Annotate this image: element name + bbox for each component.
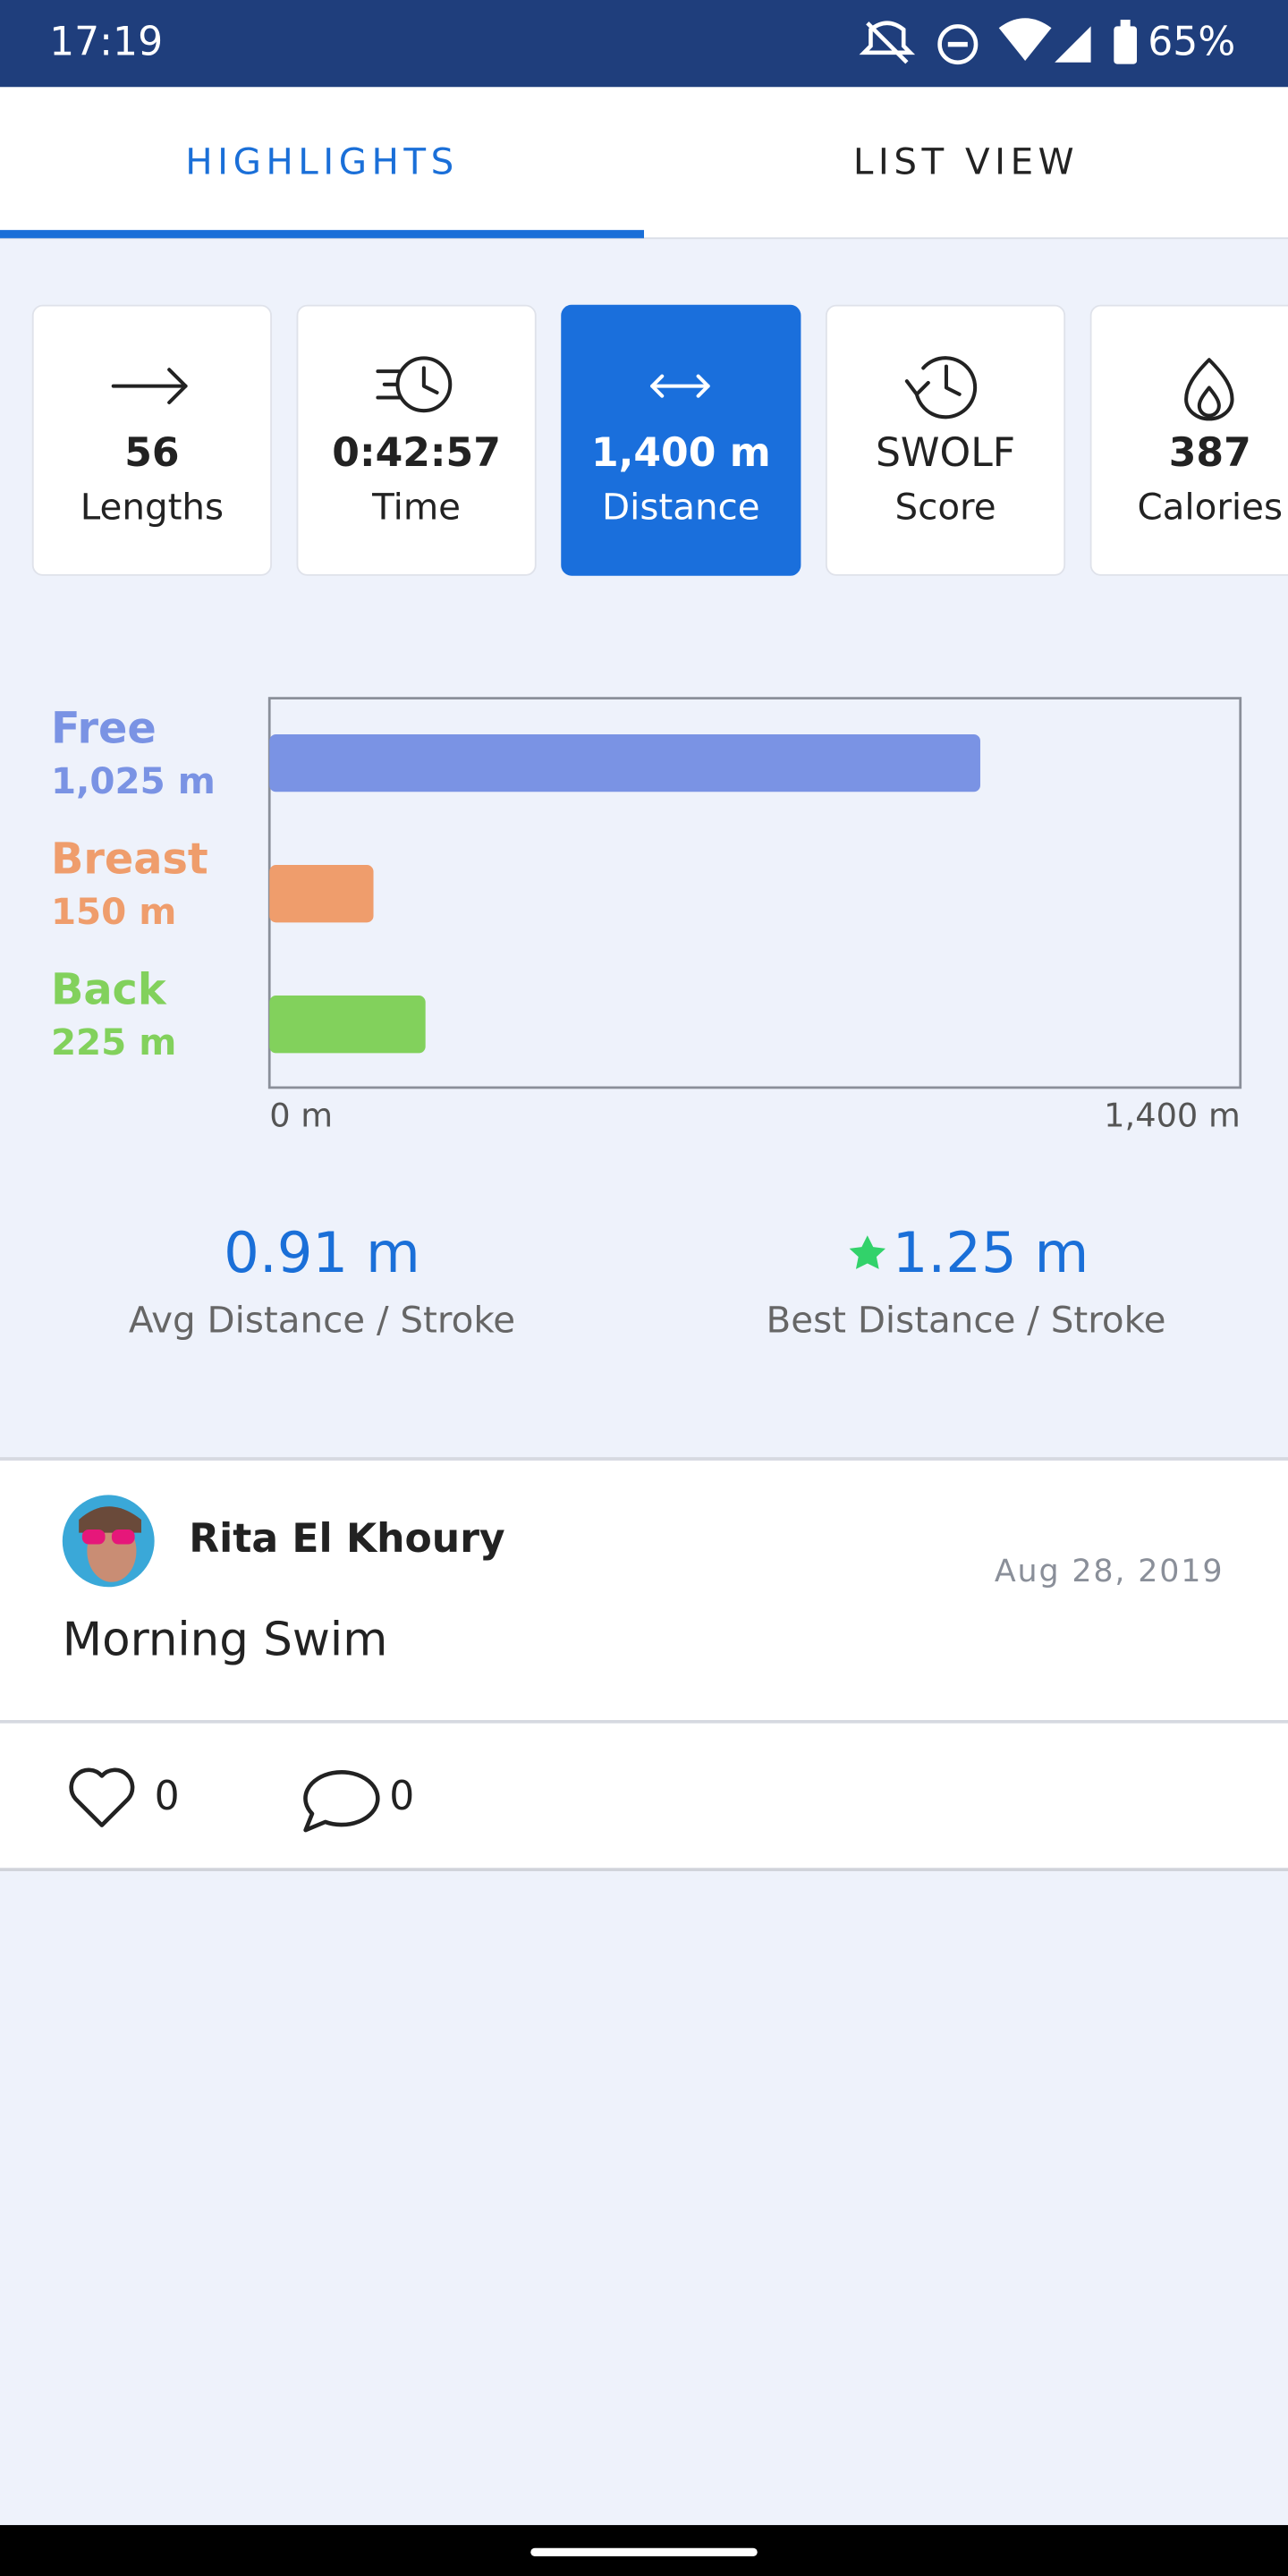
metric-value: 1.25 m: [893, 1220, 1089, 1285]
bar: [269, 734, 980, 792]
best-star-icon: [849, 1235, 886, 1269]
value-label: 1,025 m: [51, 759, 216, 802]
value-label: 225 m: [51, 1021, 176, 1063]
stat-value: 1,400 m: [591, 430, 771, 476]
metric-label: Best Distance / Stroke: [767, 1299, 1166, 1342]
like-count: 0: [155, 1774, 180, 1819]
tab-bar: [0, 87, 1288, 239]
stat-card[interactable]: [825, 304, 1066, 576]
post-title[interactable]: Morning Swim: [63, 1614, 387, 1667]
clock: 17:19: [49, 20, 163, 65]
stat-value: 387: [1169, 430, 1251, 476]
stat-label: Time: [371, 485, 461, 528]
stat-card[interactable]: [296, 304, 537, 576]
stat-value: SWOLF: [876, 430, 1015, 476]
metric-label: Avg Distance / Stroke: [129, 1299, 515, 1342]
action-bar: [0, 1723, 1288, 1868]
category-label: Breast: [51, 835, 208, 884]
comment-count: 0: [389, 1774, 414, 1819]
stat-card[interactable]: [1089, 304, 1288, 576]
category-label: Free: [51, 704, 157, 753]
value-label: 150 m: [51, 890, 176, 933]
avatar[interactable]: [62, 1495, 155, 1588]
card-icons: [111, 356, 1234, 421]
x-tick-label: 0 m: [269, 1096, 333, 1134]
status-bar: [0, 0, 1288, 88]
category-label: Back: [51, 965, 167, 1014]
metric-value: 0.91 m: [224, 1220, 420, 1285]
stat-label: Calories: [1137, 485, 1283, 528]
post-date: Aug 28, 2019: [995, 1554, 1224, 1589]
comment-button[interactable]: [303, 1770, 380, 1833]
tab-indicator: [0, 230, 644, 239]
battery-level: 65%: [1148, 20, 1235, 65]
stat-label: Distance: [602, 485, 760, 528]
stat-value: 0:42:57: [332, 430, 501, 476]
like-button[interactable]: [69, 1767, 135, 1827]
tab[interactable]: LIST VIEW: [853, 140, 1079, 183]
stat-card[interactable]: [31, 304, 272, 576]
stat-value: 56: [124, 430, 179, 476]
bar: [269, 996, 426, 1054]
tab[interactable]: HIGHLIGHTS: [185, 140, 458, 183]
stat-label: Score: [894, 485, 996, 528]
stat-label: Lengths: [80, 485, 224, 528]
author-name[interactable]: Rita El Khoury: [189, 1516, 504, 1562]
stat-card[interactable]: [561, 304, 801, 576]
home-handle[interactable]: [530, 2547, 758, 2556]
bar: [269, 865, 374, 923]
post-card: [0, 1460, 1288, 1721]
x-tick-label: 1,400 m: [1104, 1096, 1241, 1134]
